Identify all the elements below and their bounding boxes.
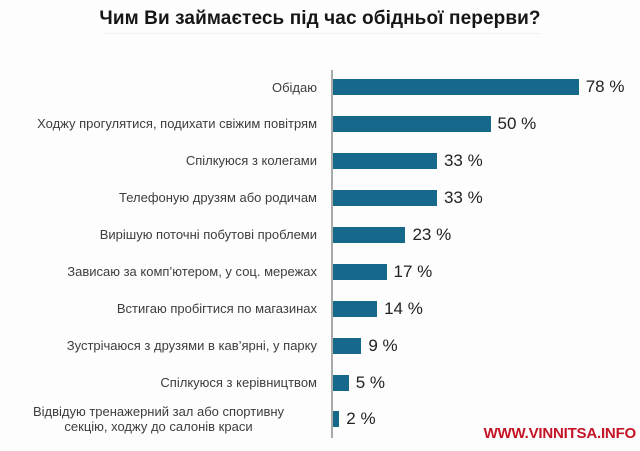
bar xyxy=(333,227,406,243)
chart-title: Чим Ви займаєтесь під час обідньої перер… xyxy=(99,8,541,29)
value-label: 5 % xyxy=(355,372,386,392)
bar xyxy=(333,374,349,391)
y-axis-line xyxy=(331,70,333,438)
chart-row: Телефоную друзям або родичам 33 % xyxy=(0,180,640,217)
chart-row: Вирішую поточні побутові проблеми 23 % xyxy=(0,217,640,254)
category-label: Зустрічаюся з друзями в кав’ярні, у парк… xyxy=(66,337,317,353)
category-label: Обідаю xyxy=(271,79,317,95)
chart-row: Зустрічаюся з друзями в кав’ярні, у парк… xyxy=(0,327,640,364)
value-label: 50 % xyxy=(497,114,537,134)
chart-row: Спілкуюся з керівництвом 5 % xyxy=(0,364,640,401)
value-label: 33 % xyxy=(443,151,483,171)
bar xyxy=(333,153,437,170)
bar xyxy=(333,411,340,428)
value-label: 78 % xyxy=(585,77,625,97)
chart-row: Обідаю 78 % xyxy=(0,69,640,106)
chart-row: Встигаю пробігтися по магазинах 14 % xyxy=(0,290,640,327)
bar xyxy=(333,116,491,133)
category-label: Вирішую поточні побутові проблеми xyxy=(99,227,317,243)
chart-row: Спілкуюся з колегами 33 % xyxy=(0,143,640,180)
watermark: WWW.VINNITSA.INFO xyxy=(483,425,637,442)
category-label: Телефоную друзям або родичам xyxy=(119,190,317,206)
chart-row: Зависаю за комп’ютером, у соц. мережах 1… xyxy=(0,253,640,290)
value-label: 23 % xyxy=(412,225,452,244)
bar xyxy=(333,337,362,354)
category-label: Встигаю пробігтися по магазинах xyxy=(116,300,317,316)
bar xyxy=(333,190,437,207)
bar xyxy=(333,300,378,317)
category-label: Спілкуюся з колегами xyxy=(185,153,317,169)
title-underline xyxy=(103,33,541,34)
value-label: 17 % xyxy=(393,261,433,281)
category-label: Відвідую тренажерний зал або спортивну с… xyxy=(32,403,285,435)
chart-row: Ходжу прогулятися, подихати свіжим повіт… xyxy=(0,106,640,143)
bar xyxy=(333,263,387,280)
value-label: 14 % xyxy=(384,298,423,318)
value-label: 2 % xyxy=(346,409,376,429)
bar-chart: Обідаю 78 % Ходжу прогулятися, подихати … xyxy=(0,69,640,438)
category-label: Зависаю за комп’ютером, у соц. мережах xyxy=(67,263,317,279)
value-label: 33 % xyxy=(443,188,483,208)
value-label: 9 % xyxy=(368,335,398,355)
chart-row: Відвідую тренажерний зал або спортивну с… xyxy=(0,401,640,438)
category-label: Ходжу прогулятися, подихати свіжим повіт… xyxy=(37,116,317,132)
category-label: Спілкуюся з керівництвом xyxy=(160,374,317,390)
bar xyxy=(333,79,579,96)
